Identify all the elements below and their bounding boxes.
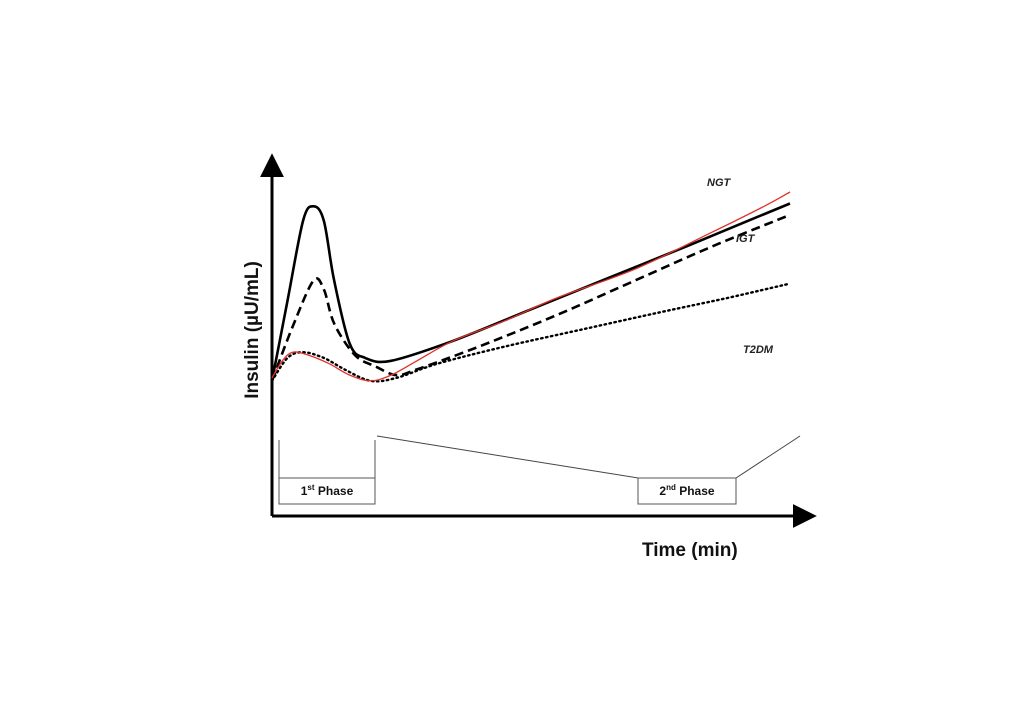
y-axis-title: Insulin (µU/mL) — [242, 261, 263, 399]
second-phase-label: 2nd Phase — [659, 483, 714, 498]
series-line-observed — [271, 191, 791, 382]
first-phase-box — [278, 477, 376, 505]
series-label-ngt: NGT — [707, 177, 732, 189]
series-group — [270, 191, 792, 383]
first-phase-label: 1st Phase — [301, 483, 354, 498]
second-phase-callout-line — [376, 435, 801, 479]
first-phase-annotation: 1st Phase — [278, 440, 376, 505]
series-label-t2dm: T2DM — [743, 344, 774, 356]
series-label-igt: IGT — [736, 233, 756, 245]
second-phase-box — [637, 477, 737, 505]
series-line-igt — [270, 213, 791, 382]
series-line-ngt — [270, 202, 791, 382]
second-phase-annotation: 2nd Phase — [376, 435, 801, 505]
series-line-t2dm — [270, 282, 792, 383]
x-axis-title: Time (min) — [642, 540, 738, 561]
